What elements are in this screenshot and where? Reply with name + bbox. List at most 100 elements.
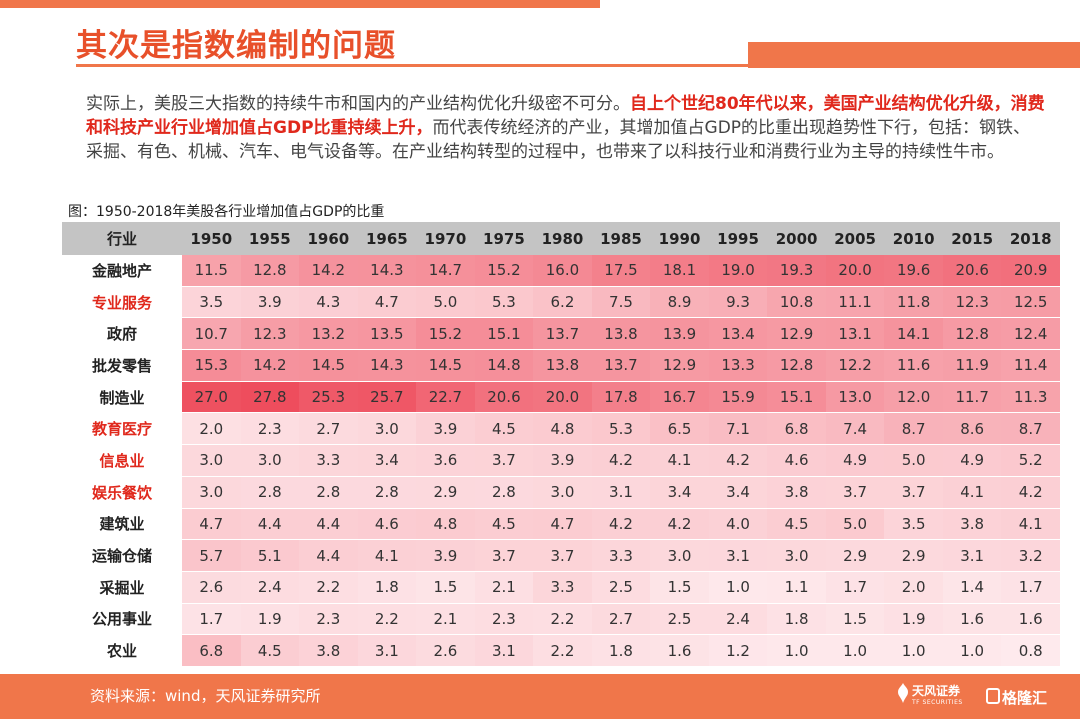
tf-securities-logo-subtext: TF SECURITIES <box>912 699 963 706</box>
value-cell: 12.8 <box>240 255 300 287</box>
value-cell: 16.0 <box>533 255 592 287</box>
value-cell: 2.1 <box>474 571 534 604</box>
intro-text-part2: 而代表传统经济的产业，其增加值占GDP的比重出现趋势性下行，包括：钢铁、采掘、有… <box>86 118 1031 162</box>
title-accent-bar <box>0 0 600 8</box>
industry-name: 建筑业 <box>62 508 182 541</box>
table-row: 金融地产 11.5 12.8 14.2 14.3 14.7 15.2 16.0 17.5 18.1… <box>62 255 1060 287</box>
value-cell: 6.2 <box>533 286 592 319</box>
header-year: 2005 <box>825 222 885 255</box>
value-cell: 2.8 <box>474 476 534 509</box>
value-cell: 13.1 <box>825 318 885 351</box>
value-cell: 2.4 <box>708 603 768 636</box>
value-cell: 4.2 <box>591 508 651 541</box>
value-cell: 4.4 <box>240 508 300 541</box>
table-row: 制造业 27.0 27.8 25.3 25.7 22.7 20.6 20.0 17.8 16.7 1… <box>62 381 1060 414</box>
value-cell: 20.6 <box>474 381 534 414</box>
value-cell: 2.2 <box>533 635 592 667</box>
value-cell: 4.4 <box>299 540 358 572</box>
value-cell: 4.7 <box>533 508 592 541</box>
value-cell: 8.7 <box>1001 413 1060 446</box>
value-cell: 11.6 <box>884 350 943 382</box>
value-cell: 13.2 <box>299 318 358 351</box>
value-cell: 3.0 <box>182 476 241 509</box>
value-cell: 5.0 <box>416 286 475 319</box>
value-cell: 1.6 <box>650 635 709 667</box>
gdp-share-table: 行业 1950 1955 1960 1965 1970 1975 1980 1985 1990 19… <box>62 222 1060 667</box>
value-cell: 2.0 <box>182 413 241 446</box>
value-cell: 25.3 <box>299 381 358 414</box>
value-cell: 3.1 <box>357 635 417 667</box>
value-cell: 5.0 <box>884 445 943 477</box>
value-cell: 19.3 <box>767 255 826 287</box>
value-cell: 4.5 <box>767 508 826 541</box>
value-cell: 2.8 <box>240 476 300 509</box>
industry-name: 农业 <box>62 635 182 667</box>
tf-securities-logo-icon <box>898 683 908 703</box>
value-cell: 14.3 <box>357 255 417 287</box>
value-cell: 3.8 <box>299 635 358 667</box>
header-year: 1970 <box>416 222 475 255</box>
header-year: 1985 <box>591 222 651 255</box>
value-cell: 20.0 <box>533 381 592 414</box>
value-cell: 3.8 <box>767 476 826 509</box>
value-cell: 2.3 <box>240 413 300 446</box>
value-cell: 2.5 <box>591 571 651 604</box>
value-cell: 4.7 <box>182 508 241 541</box>
value-cell: 2.4 <box>240 571 300 604</box>
value-cell: 8.7 <box>884 413 943 446</box>
value-cell: 2.3 <box>299 603 358 636</box>
footer-bar: 资料来源：wind，天风证券研究所 天风证券 TF SECURITIES 格隆汇 <box>0 674 1080 719</box>
value-cell: 7.1 <box>708 413 768 446</box>
value-cell: 3.1 <box>708 540 768 572</box>
value-cell: 4.2 <box>650 508 709 541</box>
table-row: 公用事业 1.7 1.9 2.3 2.2 2.1 2.3 2.2 2.7 2.5 2.4 1.8 1.5… <box>62 603 1060 636</box>
data-table-container: 行业 1950 1955 1960 1965 1970 1975 1980 1985 1990 19… <box>62 222 1060 667</box>
table-row: 娱乐餐饮 3.0 2.8 2.8 2.8 2.9 2.8 3.0 3.1 3.4 3.4 3.8 3.7… <box>62 476 1060 509</box>
value-cell: 4.2 <box>591 445 651 477</box>
value-cell: 12.8 <box>942 318 1002 351</box>
value-cell: 3.9 <box>416 413 475 446</box>
value-cell: 2.5 <box>650 603 709 636</box>
value-cell: 2.7 <box>591 603 651 636</box>
value-cell: 15.2 <box>416 318 475 351</box>
value-cell: 14.7 <box>416 255 475 287</box>
value-cell: 8.9 <box>650 286 709 319</box>
value-cell: 5.3 <box>474 286 534 319</box>
value-cell: 10.8 <box>767 286 826 319</box>
value-cell: 12.3 <box>942 286 1002 319</box>
value-cell: 1.4 <box>942 571 1002 604</box>
value-cell: 15.2 <box>474 255 534 287</box>
tf-securities-logo-text: 天风证券 <box>912 684 961 698</box>
title-decoration-block <box>748 42 1080 68</box>
table-row: 采掘业 2.6 2.4 2.2 1.8 1.5 2.1 3.3 2.5 1.5 1.0 1.1 1.7 2… <box>62 571 1060 604</box>
value-cell: 12.0 <box>884 381 943 414</box>
value-cell: 1.7 <box>1001 571 1060 604</box>
value-cell: 1.5 <box>416 571 475 604</box>
value-cell: 11.9 <box>942 350 1002 382</box>
value-cell: 5.7 <box>182 540 241 572</box>
value-cell: 1.0 <box>708 571 768 604</box>
tf-securities-logo: 天风证券 TF SECURITIES <box>912 682 963 706</box>
industry-name: 政府 <box>62 318 182 351</box>
value-cell: 4.5 <box>474 413 534 446</box>
table-row: 批发零售 15.3 14.2 14.5 14.3 14.5 14.8 13.8 13.7 12.9… <box>62 350 1060 382</box>
industry-name: 制造业 <box>62 381 182 414</box>
industry-name: 娱乐餐饮 <box>62 476 182 509</box>
value-cell: 4.4 <box>299 508 358 541</box>
value-cell: 15.3 <box>182 350 241 382</box>
value-cell: 1.0 <box>767 635 826 667</box>
value-cell: 27.0 <box>182 381 241 414</box>
value-cell: 12.9 <box>767 318 826 351</box>
value-cell: 3.1 <box>474 635 534 667</box>
value-cell: 14.2 <box>299 255 358 287</box>
value-cell: 3.7 <box>825 476 885 509</box>
value-cell: 3.5 <box>884 508 943 541</box>
industry-name: 批发零售 <box>62 350 182 382</box>
header-year: 2018 <box>1001 222 1060 255</box>
value-cell: 13.8 <box>591 318 651 351</box>
value-cell: 4.9 <box>942 445 1002 477</box>
value-cell: 3.3 <box>299 445 358 477</box>
value-cell: 12.2 <box>825 350 885 382</box>
header-year: 1990 <box>650 222 709 255</box>
value-cell: 2.8 <box>357 476 417 509</box>
